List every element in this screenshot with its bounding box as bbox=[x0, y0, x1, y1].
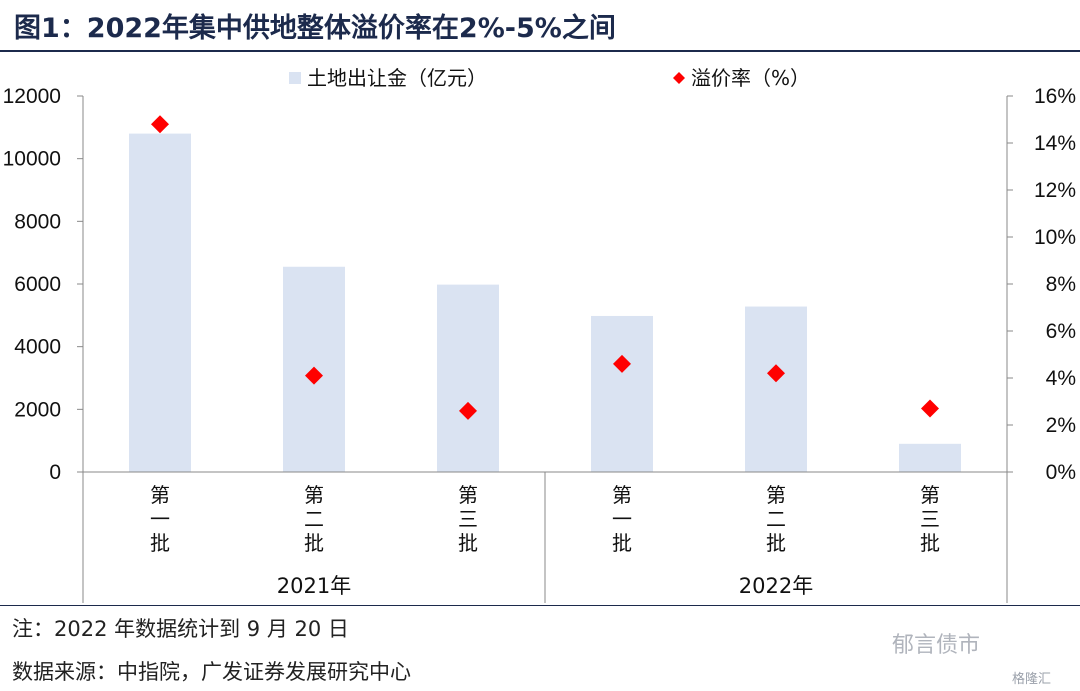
y-right-tick-label: 4% bbox=[1046, 367, 1076, 390]
y-left-tick-label: 0 bbox=[49, 461, 61, 484]
y-right-tick-label: 12% bbox=[1034, 179, 1076, 202]
legend-point-label: 溢价率（%） bbox=[691, 66, 810, 90]
point bbox=[613, 354, 631, 373]
chart: 0 2000 4000 6000 8000 10000 12000 0% 2% 4% 6% 8% 10%… bbox=[3, 66, 1076, 603]
point bbox=[767, 364, 785, 383]
x-tick-label: 第一批 bbox=[612, 483, 632, 555]
y-right-tick-label: 14% bbox=[1034, 132, 1076, 155]
y-right-tick-label: 2% bbox=[1046, 414, 1076, 437]
y-left-tick-label: 8000 bbox=[14, 210, 61, 233]
bar bbox=[591, 315, 653, 472]
bar bbox=[129, 133, 191, 472]
y-left-tick-label: 6000 bbox=[14, 273, 61, 296]
title-bar: 图1：2022年集中供地整体溢价率在2%-5%之间 bbox=[0, 0, 1080, 52]
y-right-tick-label: 6% bbox=[1046, 320, 1076, 343]
bar bbox=[745, 306, 807, 472]
point bbox=[921, 399, 939, 418]
source-note: 数据来源：中指院，广发证券发展研究中心 bbox=[12, 660, 411, 684]
watermark: 郁言债市 bbox=[892, 633, 981, 658]
x-tick-label: 第二批 bbox=[766, 483, 786, 555]
bar bbox=[437, 284, 499, 472]
legend-point-swatch bbox=[673, 72, 685, 84]
watermark-sub: 格隆汇 bbox=[1012, 672, 1052, 687]
x-tick-label: 第三批 bbox=[920, 483, 940, 555]
y-left-tick-label: 10000 bbox=[3, 148, 61, 171]
y-left-tick-label: 12000 bbox=[3, 85, 61, 108]
group-label: 2022年 bbox=[739, 574, 813, 598]
y-left-tick-label: 2000 bbox=[14, 398, 61, 421]
point bbox=[305, 366, 323, 385]
legend-bar-label: 土地出让金（亿元） bbox=[307, 66, 487, 90]
x-tick-label: 第一批 bbox=[150, 483, 170, 555]
x-tick-label: 第三批 bbox=[458, 483, 478, 555]
point bbox=[459, 401, 477, 420]
footnote: 注：2022 年数据统计到 9 月 20 日 bbox=[12, 617, 349, 641]
y-right-tick-label: 0% bbox=[1046, 461, 1076, 484]
bar bbox=[899, 443, 961, 472]
footer-divider bbox=[0, 605, 1080, 606]
y-right-tick-label: 16% bbox=[1034, 85, 1076, 108]
page-title: 图1：2022年集中供地整体溢价率在2%-5%之间 bbox=[14, 13, 616, 44]
y-right-tick-label: 8% bbox=[1046, 273, 1076, 296]
point bbox=[151, 115, 169, 134]
y-right-tick-label: 10% bbox=[1034, 226, 1076, 249]
y-left-tick-label: 4000 bbox=[14, 336, 61, 359]
x-tick-label: 第二批 bbox=[304, 483, 324, 555]
group-label: 2021年 bbox=[277, 574, 351, 598]
legend-bar-swatch bbox=[289, 72, 301, 84]
